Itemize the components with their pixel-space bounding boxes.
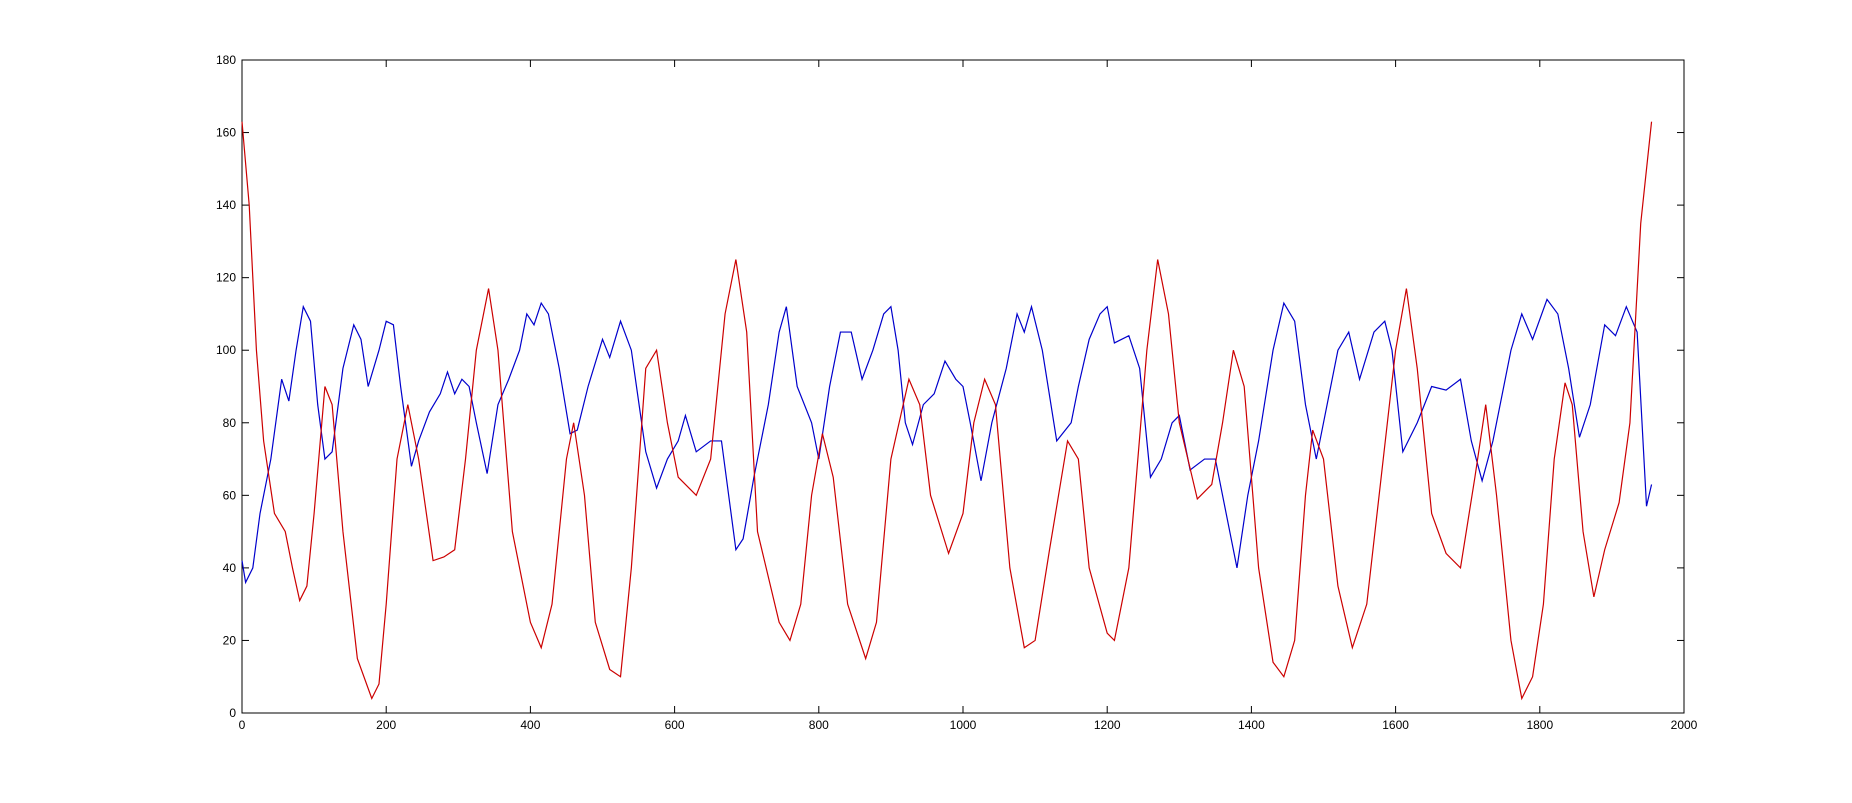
data-line <box>241 121 1653 701</box>
x-tick-label: 1800 <box>1526 718 1553 732</box>
x-tick-label: 400 <box>520 718 540 732</box>
x-tick-label: 200 <box>376 718 396 732</box>
x-tick-label: 1000 <box>950 718 977 732</box>
y-tick-label: 180 <box>216 53 236 67</box>
y-tick-label: 80 <box>223 416 237 430</box>
y-tick-label: 120 <box>216 271 236 285</box>
y-tick-label: 100 <box>216 343 236 357</box>
x-tick-label: 800 <box>809 718 829 732</box>
x-tick-label: 1400 <box>1238 718 1265 732</box>
y-tick-label: 60 <box>223 488 237 502</box>
x-tick-label: 600 <box>665 718 685 732</box>
y-tick-label: 0 <box>229 706 236 720</box>
y-tick-label: 140 <box>216 198 236 212</box>
x-tick-label: 0 <box>239 718 246 732</box>
y-tick-label: 20 <box>223 633 237 647</box>
x-tick-label: 1200 <box>1094 718 1121 732</box>
y-tick-label: 40 <box>223 561 237 575</box>
y-tick-label: 160 <box>216 126 236 140</box>
x-tick-label: 2000 <box>1671 718 1698 732</box>
x-tick-label: 1600 <box>1382 718 1409 732</box>
data-line <box>241 298 1653 585</box>
